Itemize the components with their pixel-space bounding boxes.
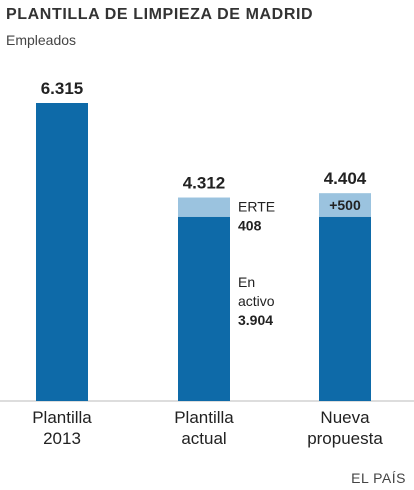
- bar-group-nueva-propuesta: 4.404 +500: [319, 169, 371, 401]
- category-label-nueva-propuesta-line2: propuesta: [307, 429, 383, 448]
- bar-plantilla-2013: [36, 103, 88, 401]
- category-labels: Plantilla 2013 Plantilla actual Nueva pr…: [32, 408, 383, 448]
- annotation-activo-label: activo: [238, 293, 275, 309]
- category-label-plantilla-actual-line2: actual: [181, 429, 226, 448]
- category-label-plantilla-2013-line1: Plantilla: [32, 408, 92, 427]
- bar-plantilla-actual-en-activo: [178, 216, 230, 401]
- annotation-erte-label: ERTE: [238, 199, 275, 215]
- annotation-erte-value: 408: [238, 218, 262, 234]
- category-label-plantilla-2013-line2: 2013: [43, 429, 81, 448]
- category-label-plantilla-actual-line1: Plantilla: [174, 408, 234, 427]
- value-label-plantilla-actual: 4.312: [183, 174, 226, 193]
- segment-label-plus-500: +500: [329, 197, 361, 213]
- bar-group-plantilla-2013: 6.315: [36, 79, 88, 401]
- annotation-en-activo-value: 3.904: [238, 312, 273, 328]
- bar-nueva-propuesta-base: [319, 216, 371, 401]
- bar-nueva-propuesta-increase: [319, 193, 371, 217]
- bar-plantilla-actual-erte: [178, 197, 230, 217]
- chart-title: PLANTILLA DE LIMPIEZA DE MADRID: [6, 6, 314, 23]
- value-label-nueva-propuesta: 4.404: [324, 169, 367, 188]
- source-credit: EL PAÍS: [351, 470, 406, 486]
- category-label-nueva-propuesta-line1: Nueva: [320, 408, 370, 427]
- annotation-en-label: En: [238, 274, 255, 290]
- bar-group-plantilla-actual: 4.312 ERTE 408 En activo 3.904: [178, 174, 275, 401]
- chart-subtitle: Empleados: [6, 32, 77, 48]
- value-label-plantilla-2013: 6.315: [41, 79, 84, 98]
